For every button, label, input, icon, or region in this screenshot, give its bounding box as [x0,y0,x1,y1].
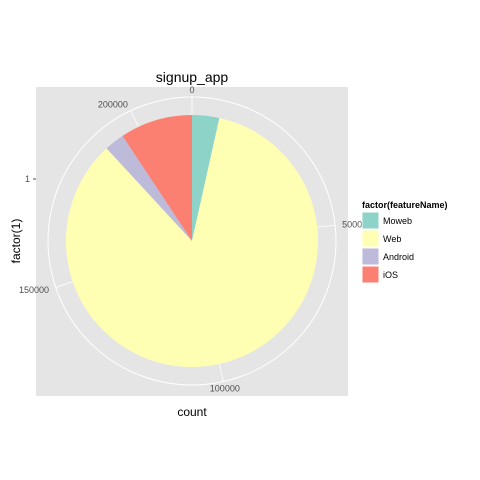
legend-label: Android [383,252,414,262]
legend-key-web [362,230,379,247]
radial-tick-label: 0 [189,85,194,95]
chart-title: signup_app [156,69,229,85]
legend: factor(featureName) Moweb Web Android iOS [362,200,448,283]
legend-key-moweb [362,212,379,229]
radial-tick-label: 100000 [210,383,240,393]
legend-key-ios [362,266,379,283]
y-tick-label: 1 [25,174,30,184]
legend-label: Web [383,234,401,244]
legend-key-android [362,248,379,265]
pie-slices [66,115,318,367]
legend-title: factor(featureName) [362,200,448,210]
y-axis-title: factor(1) [9,219,23,264]
radial-tick-label: 150000 [19,285,49,295]
radial-tick-label: 200000 [98,99,128,109]
x-axis-title: count [177,405,207,419]
legend-label: Moweb [383,216,412,226]
legend-label: iOS [383,270,398,280]
